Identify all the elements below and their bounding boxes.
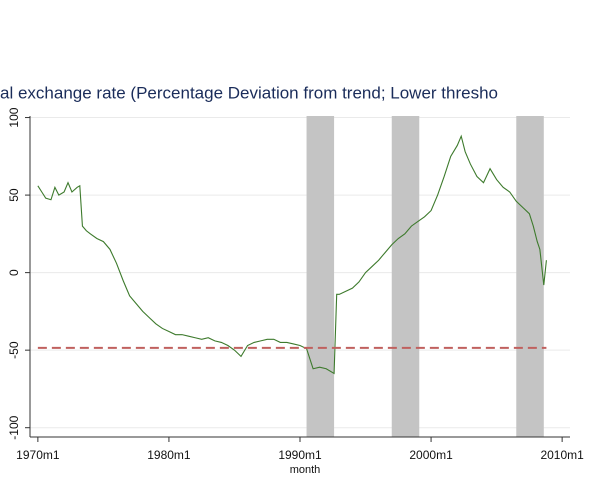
data-line (37, 134, 547, 375)
y-tick-label: -50 (7, 341, 21, 359)
y-tick-label: 0 (7, 269, 21, 276)
shaded-period (516, 116, 544, 437)
y-tick-label: 100 (7, 107, 21, 127)
shaded-period (391, 116, 420, 437)
y-tick-label: 50 (7, 188, 21, 202)
x-tick-label: 2000m1 (409, 448, 453, 462)
x-tick-label: 1970m1 (16, 448, 60, 462)
chart-title: al exchange rate (Percentage Deviation f… (0, 83, 498, 102)
x-tick-label: 1990m1 (278, 448, 322, 462)
shaded-period (306, 116, 335, 437)
y-tick-label: -100 (7, 415, 21, 439)
x-axis-label: month (290, 464, 321, 476)
x-tick-label: 1980m1 (147, 448, 191, 462)
x-tick-label: 2010m1 (540, 448, 584, 462)
